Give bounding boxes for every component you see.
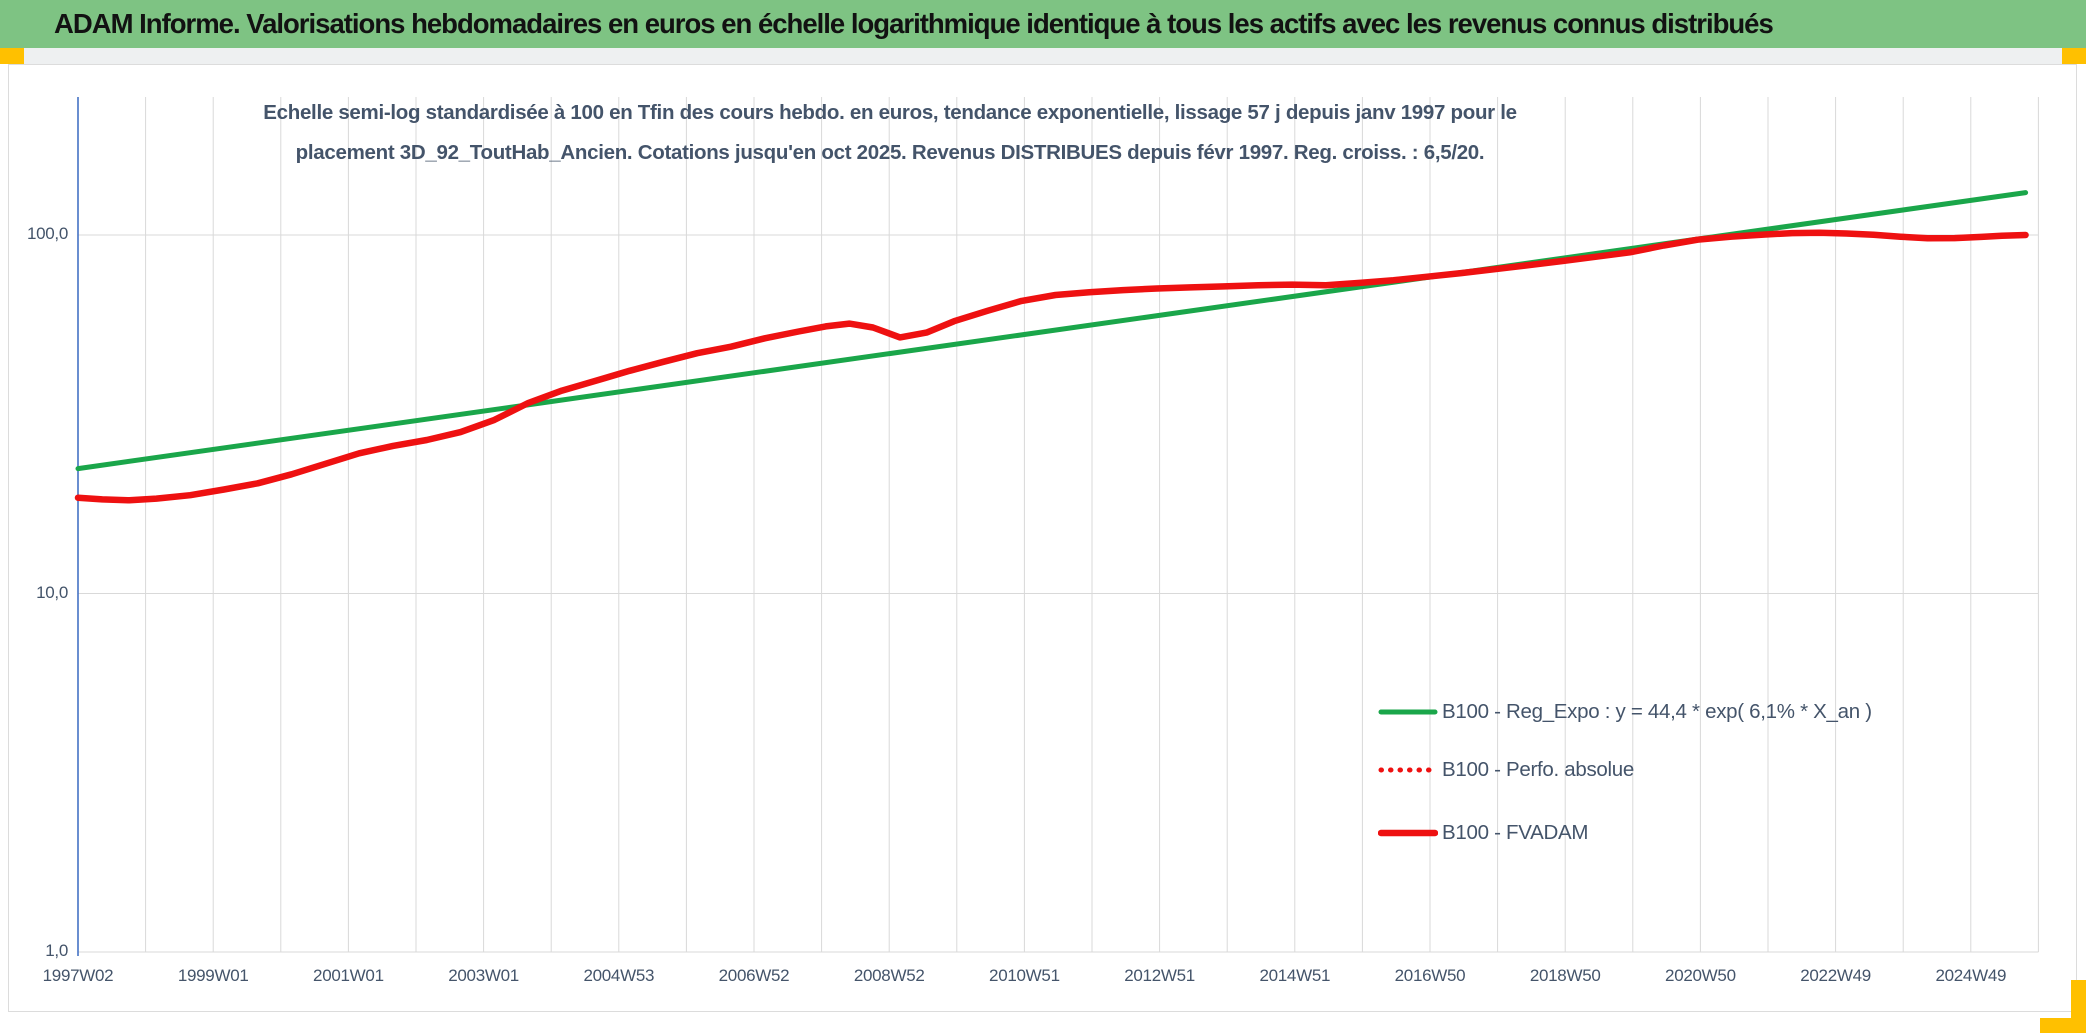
title-bar: ADAM Informe. Valorisations hebdomadaire… (0, 0, 2086, 48)
header-subrow (0, 48, 2086, 64)
page-title: ADAM Informe. Valorisations hebdomadaire… (54, 8, 1774, 39)
legend-item-fvadam: B100 - FVADAM (1378, 818, 1588, 848)
legend-line-red-solid-icon (1378, 829, 1438, 837)
legend-label-fvadam: B100 - FVADAM (1442, 821, 1589, 844)
accent-cell-top-right (2062, 48, 2086, 64)
legend-item-perfo-absolue: B100 - Perfo. absolue (1378, 755, 1634, 785)
legend-line-red-dotted-icon (1378, 767, 1438, 773)
accent-cell-top-left (0, 48, 24, 64)
legend-item-reg-expo: B100 - Reg_Expo : y = 44,4 * exp( 6,1% *… (1378, 697, 1872, 727)
legend-label-perfo-absolue: B100 - Perfo. absolue (1442, 758, 1634, 781)
accent-cell-bottom-right (2040, 1018, 2086, 1033)
legend-line-green-solid-icon (1378, 709, 1438, 715)
legend-label-reg-expo: B100 - Reg_Expo : y = 44,4 * exp( 6,1% *… (1442, 700, 1872, 723)
chart-frame (8, 64, 2077, 1012)
